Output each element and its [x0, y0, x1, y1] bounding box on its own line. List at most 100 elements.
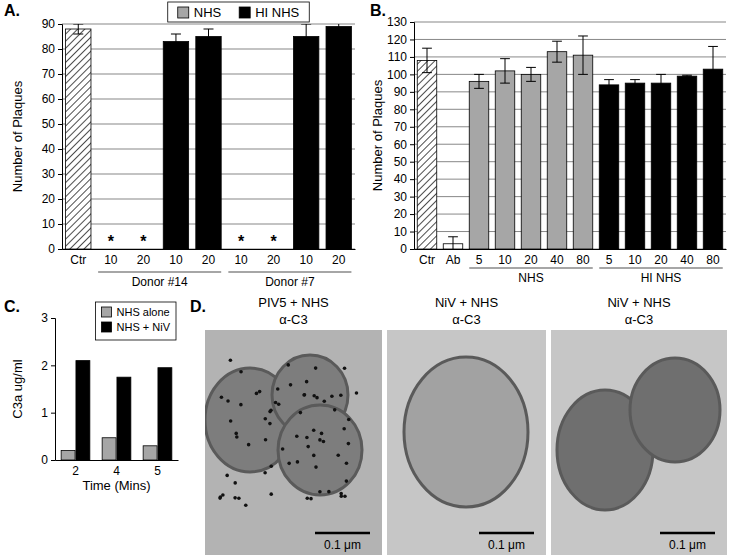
bar [102, 438, 116, 460]
y-tick-mark [410, 22, 414, 23]
x-tick-label: 20 [202, 253, 216, 267]
scale-bar-label: 0.1 μm [324, 538, 361, 552]
y-axis: 0123 [41, 311, 55, 467]
y-tick: 40 [394, 172, 414, 186]
error-bar [682, 75, 692, 77]
y-tick-label: 0 [41, 453, 48, 467]
y-tick-mark [58, 224, 62, 225]
micrograph-stain: α-C3 [452, 312, 480, 327]
y-tick-label: 100 [387, 68, 407, 82]
scale-bar [660, 532, 715, 535]
bar [599, 85, 619, 249]
micrograph-image [551, 330, 727, 555]
y-tick-mark [58, 174, 62, 175]
virion [278, 405, 362, 495]
y-tick-mark [410, 232, 414, 233]
bar [61, 451, 75, 460]
error-cap [708, 91, 718, 92]
error-line [175, 34, 176, 49]
error-cap [500, 83, 510, 84]
error-line [453, 237, 454, 249]
scale-bar [479, 532, 534, 535]
x-tick: 10 [498, 253, 512, 267]
x-tick: 10 [104, 253, 118, 267]
error-cap [526, 67, 536, 68]
y-tick-label: 60 [42, 92, 56, 106]
error-line [557, 41, 558, 62]
micrograph-image [205, 330, 382, 555]
micrograph-background [551, 330, 727, 555]
micrograph-label: NiV + NHS [435, 295, 499, 310]
gold-particle [296, 460, 300, 464]
error-bar [526, 67, 536, 81]
gold-particle [312, 428, 316, 432]
gold-particle [314, 465, 318, 469]
error-cap [578, 35, 588, 36]
y-tick-mark [51, 365, 55, 366]
group-bracket [98, 271, 221, 273]
x-tick: 40 [550, 253, 564, 267]
gold-particle [276, 387, 280, 391]
y-tick: 30 [394, 190, 414, 204]
error-cap [204, 29, 214, 30]
error-cap [448, 236, 458, 237]
y-tick-label: 1 [41, 406, 48, 420]
gold-particle [268, 422, 272, 426]
gold-particle [339, 494, 343, 498]
y-tick: 130 [387, 15, 414, 29]
y-tick-label: 40 [394, 172, 408, 186]
x-tick: 2 [72, 464, 79, 478]
y-tick-mark [58, 149, 62, 150]
group-bracket [469, 267, 593, 269]
legend: NHS aloneNHS + NiV [96, 302, 177, 340]
error-bar [171, 34, 181, 49]
group-bracket [228, 271, 351, 273]
bar [417, 60, 437, 249]
y-tick-label: 50 [42, 117, 56, 131]
error-cap [656, 74, 666, 75]
x-tick-label: Ab [446, 253, 461, 267]
x-tick-label: 40 [680, 253, 694, 267]
x-tick-label: 10 [234, 253, 248, 267]
x-axis: CtrAb510204080510204080 [415, 250, 727, 267]
x-tick-label: 5 [606, 253, 613, 267]
y-tick: 80 [42, 42, 62, 56]
gold-particle [295, 435, 299, 439]
error-bar [578, 36, 588, 74]
legend-swatch [178, 7, 189, 18]
error-bar [448, 237, 458, 249]
grid-line [414, 22, 726, 23]
grid-line [62, 24, 355, 25]
x-tick: 20 [654, 253, 668, 267]
y-tick-label: 20 [42, 192, 56, 206]
panel-title: B. [370, 2, 386, 19]
error-bar [301, 24, 311, 49]
y-axis-line [58, 25, 63, 250]
bar [521, 74, 541, 249]
x-tick-label: 4 [113, 464, 120, 478]
error-bar [500, 59, 510, 83]
x-tick: 4 [113, 464, 120, 478]
y-tick-label: 70 [42, 67, 56, 81]
bar [196, 37, 221, 250]
error-cap [422, 72, 432, 73]
gold-particle [318, 490, 322, 494]
error-bar [73, 24, 83, 34]
group-label: NHS [518, 271, 543, 285]
grid-line [414, 39, 726, 40]
gold-particle [343, 494, 347, 498]
y-tick-mark [410, 197, 414, 198]
gold-particle [221, 493, 225, 497]
gold-particle [339, 393, 343, 397]
x-tick: 5 [606, 253, 613, 267]
gold-particle [320, 432, 324, 436]
y-tick: 3 [41, 311, 55, 325]
virion [630, 358, 720, 462]
gold-particle [305, 380, 309, 384]
y-tick-mark [58, 24, 62, 25]
bar [677, 76, 697, 249]
error-line [338, 24, 339, 34]
y-tick: 60 [42, 92, 62, 106]
y-tick-mark [410, 249, 414, 250]
error-cap [630, 79, 640, 80]
